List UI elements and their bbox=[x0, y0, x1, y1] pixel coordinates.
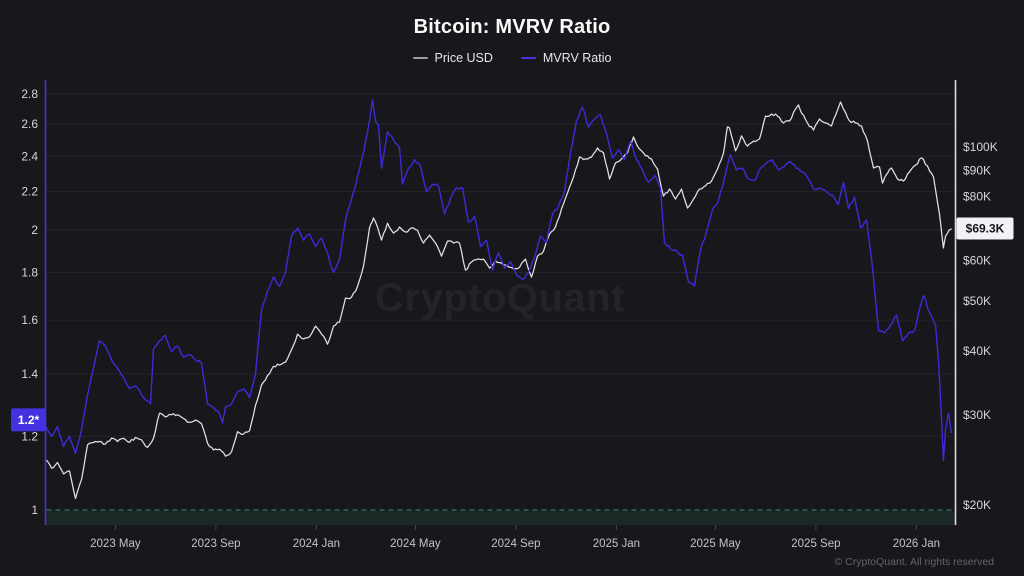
left-axis-tick-label: 1.6 bbox=[21, 313, 38, 327]
legend-label-price: Price USD bbox=[434, 51, 493, 65]
legend-item-price[interactable]: Price USD bbox=[412, 51, 493, 65]
chart-legend: Price USD MVRV Ratio bbox=[0, 51, 1024, 65]
left-axis-tick-label: 1.4 bbox=[21, 367, 38, 381]
right-axis-tick-label: $100K bbox=[963, 140, 998, 154]
copyright-footer: © CryptoQuant. All rights reserved bbox=[834, 556, 994, 568]
legend-label-mvrv: MVRV Ratio bbox=[542, 51, 612, 65]
left-axis-tick-label: 2.2 bbox=[21, 184, 38, 198]
x-axis-tick-label: 2024 Jan bbox=[293, 538, 340, 550]
right-axis-tick-label: $30K bbox=[963, 408, 991, 422]
legend-item-mvrv[interactable]: MVRV Ratio bbox=[520, 51, 612, 65]
x-axis-tick-label: 2025 Jan bbox=[593, 538, 640, 550]
x-axis-tick-label: 2025 Sep bbox=[791, 538, 840, 550]
mvrv-current-badge bbox=[11, 408, 46, 432]
price-current-badge-label: $69.3K bbox=[966, 222, 1005, 236]
mvrv-current-badge-label: 1.2* bbox=[18, 413, 40, 427]
x-axis-tick-label: 2024 Sep bbox=[491, 538, 540, 550]
left-axis-tick-label: 2.8 bbox=[21, 87, 38, 101]
threshold-band bbox=[46, 511, 955, 525]
right-axis-tick-label: $40K bbox=[963, 344, 991, 358]
right-axis-tick-label: $60K bbox=[963, 254, 991, 268]
price-line-swatch-icon bbox=[412, 57, 428, 59]
page-title: Bitcoin: MVRV Ratio bbox=[413, 16, 611, 38]
right-axis-tick-label: $50K bbox=[963, 294, 991, 308]
mvrv-ratio-line[interactable] bbox=[46, 99, 953, 462]
x-axis-tick-label: 2023 May bbox=[90, 538, 141, 550]
left-axis-tick-label: 2 bbox=[31, 223, 38, 237]
x-axis-tick-label: 2024 May bbox=[390, 538, 441, 550]
right-axis-tick-label: $90K bbox=[963, 163, 991, 177]
left-axis-tick-label: 2.6 bbox=[21, 117, 38, 131]
mvrv-line-swatch-icon bbox=[520, 57, 536, 59]
price-usd-line[interactable] bbox=[46, 101, 952, 500]
left-axis-tick-label: 2.4 bbox=[21, 149, 38, 163]
x-axis-tick-label: 2023 Sep bbox=[191, 538, 240, 550]
right-axis-tick-label: $80K bbox=[963, 190, 991, 204]
x-axis-tick-label: 2025 May bbox=[690, 538, 741, 550]
right-axis-tick-label: $20K bbox=[963, 498, 991, 512]
price-current-badge bbox=[956, 217, 1014, 240]
left-axis-tick-label: 1.8 bbox=[21, 266, 38, 280]
left-axis-tick-label: 1.2 bbox=[21, 429, 38, 443]
x-axis-tick-label: 2026 Jan bbox=[893, 538, 940, 550]
left-axis-tick-label: 1 bbox=[31, 503, 38, 517]
